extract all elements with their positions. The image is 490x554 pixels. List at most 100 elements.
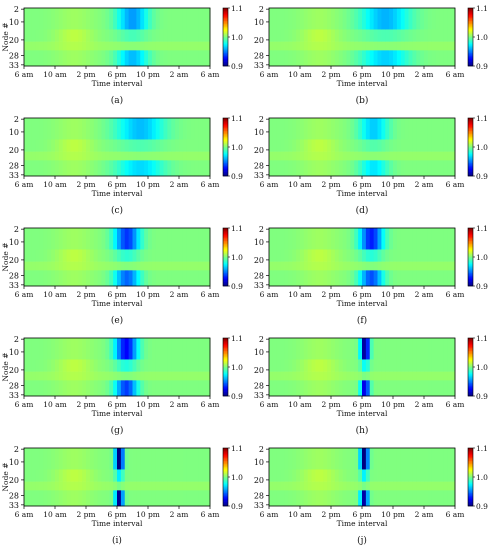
heatmap-cell [424, 469, 429, 482]
heatmap-cell [315, 118, 320, 140]
colorbar-segment [223, 233, 228, 236]
heatmap-cell [365, 160, 371, 177]
heatmap-cell [113, 8, 118, 30]
heatmap-cell [78, 490, 83, 507]
heatmap-cell [373, 380, 378, 397]
heatmap-cell [43, 481, 48, 491]
heatmap-cell [280, 359, 285, 372]
heatmap-cell [155, 249, 161, 262]
heatmap-cell [315, 380, 320, 397]
heatmap-cell [66, 41, 71, 51]
heatmap-cell [74, 118, 79, 140]
heatmap-cell [365, 118, 371, 140]
heatmap-cell [124, 249, 130, 262]
x-tick-label: 2 pm [76, 290, 95, 299]
heatmap-cell [350, 29, 355, 42]
heatmap-cell [167, 139, 172, 152]
heatmap-cell [284, 41, 289, 51]
heatmap-cell [97, 448, 102, 470]
heatmap-cell [194, 151, 199, 161]
heatmap-cell [24, 469, 29, 482]
heatmap-cell [288, 50, 293, 67]
heatmap-cell [276, 338, 282, 360]
heatmap-cell [288, 29, 293, 42]
heatmap-cell [82, 371, 87, 381]
heatmap-cell [296, 490, 301, 507]
colorbar-tick-label: 1.1 [231, 444, 243, 453]
heatmap-cell [416, 338, 421, 360]
heatmap-cell [117, 151, 122, 161]
heatmap-cell [358, 151, 363, 161]
colorbar-segment [468, 479, 473, 482]
heatmap-cell [396, 338, 402, 360]
heatmap-cell [358, 469, 363, 482]
heatmap-cell [105, 118, 110, 140]
colorbar-tick-label: 0.9 [476, 62, 488, 71]
heatmap-cell [424, 139, 429, 152]
panel-caption: (d) [356, 205, 369, 216]
heatmap-cell [373, 359, 378, 372]
heatmap-cell [47, 490, 52, 507]
heatmap-cell [331, 380, 336, 397]
heatmap-cell [198, 118, 203, 140]
heatmap-cell [109, 118, 114, 140]
x-tick-label: 2 am [415, 70, 434, 79]
colorbar-segment [223, 258, 228, 261]
colorbar-segment [223, 248, 228, 251]
heatmap-cell [284, 469, 289, 482]
colorbar-segment [223, 262, 228, 265]
heatmap-cell [424, 371, 429, 381]
heatmap-cell [334, 490, 340, 507]
heatmap-cell [284, 338, 289, 360]
heatmap-cell [396, 249, 402, 262]
heatmap-cell [89, 371, 95, 381]
heatmap-cell [101, 270, 106, 287]
heatmap-cell [443, 270, 448, 287]
heatmap-cell [362, 249, 367, 262]
x-tick-label: 2 am [415, 180, 434, 189]
heatmap-cell [144, 249, 149, 262]
heatmap-cell [350, 338, 355, 360]
heatmap-cell [435, 29, 440, 42]
heatmap-cell [323, 359, 328, 372]
heatmap-cell [303, 228, 309, 250]
colorbar-tick-label: 1.1 [476, 4, 488, 13]
heatmap-cell [78, 261, 83, 271]
colorbar-segment [468, 123, 473, 126]
heatmap-cell [198, 380, 203, 397]
heatmap-cell [435, 448, 440, 470]
heatmap-cell [292, 469, 297, 482]
heatmap-cell [284, 490, 289, 507]
heatmap-cell [113, 118, 118, 140]
heatmap-cell [400, 359, 406, 372]
colorbar-tick-label: 0.9 [231, 172, 243, 181]
colorbar-segment [468, 38, 473, 41]
heatmap-cell [62, 228, 68, 250]
heatmap-cell [358, 41, 363, 51]
colorbar-segment [223, 236, 228, 239]
heatmap-cell [202, 139, 207, 152]
colorbar-segment [223, 125, 228, 127]
heatmap-cell [144, 151, 149, 161]
panel-caption: (b) [356, 95, 369, 106]
heatmap-cell [280, 338, 285, 360]
heatmap-cell [284, 151, 289, 161]
heatmap-cell [424, 261, 429, 271]
heatmap-cell [151, 490, 157, 507]
heatmap-cell [163, 41, 168, 51]
colorbar-segment [223, 58, 228, 61]
heatmap-cell [303, 469, 309, 482]
heatmap-cell [408, 270, 413, 287]
heatmap-cell [194, 41, 199, 51]
heatmap-cell [51, 249, 56, 262]
heatmap-cell [140, 270, 145, 287]
colorbar-segment [223, 155, 228, 158]
heatmap-cell [202, 151, 207, 161]
heatmap-cell [89, 249, 95, 262]
colorbar-segment [468, 452, 473, 455]
heatmap-cell [381, 151, 386, 161]
colorbar-segment [468, 10, 473, 13]
heatmap-cell [136, 481, 141, 491]
heatmap-cell [319, 371, 324, 381]
x-tick-label: 2 am [415, 290, 434, 299]
